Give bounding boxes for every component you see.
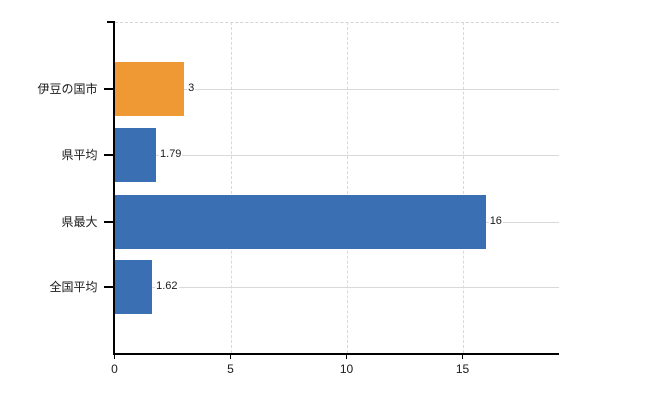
category-label: 全国平均 bbox=[49, 280, 98, 294]
x-tick-label: 10 bbox=[339, 362, 354, 376]
category-label: 県平均 bbox=[61, 148, 98, 162]
grid-line-vertical bbox=[346, 22, 348, 353]
bar-2[interactable] bbox=[114, 195, 486, 249]
y-axis-end-tick bbox=[106, 21, 115, 23]
x-axis-line bbox=[113, 353, 559, 355]
category-label: 県最大 bbox=[61, 215, 98, 229]
bar-3[interactable] bbox=[114, 260, 153, 314]
x-tick bbox=[229, 353, 232, 359]
x-tick-label: 15 bbox=[455, 362, 470, 376]
grid-line-vertical bbox=[462, 22, 464, 353]
x-tick bbox=[345, 353, 348, 359]
bar-value-label: 3 bbox=[187, 81, 196, 96]
y-tick bbox=[104, 221, 114, 223]
y-axis-line bbox=[113, 22, 115, 355]
grid-line-vertical bbox=[230, 22, 232, 353]
x-tick bbox=[113, 353, 116, 359]
bar-0[interactable] bbox=[114, 62, 185, 116]
grid-line-horizontal bbox=[114, 287, 559, 288]
bar-1[interactable] bbox=[114, 128, 157, 182]
x-tick-label: 0 bbox=[111, 362, 118, 376]
grid-line-horizontal bbox=[114, 89, 559, 90]
x-tick-label: 5 bbox=[227, 362, 234, 376]
grid-line-horizontal bbox=[114, 155, 559, 156]
bar-value-label: 16 bbox=[488, 214, 503, 229]
x-tick bbox=[461, 353, 464, 359]
plot-area bbox=[114, 22, 559, 354]
bar-value-label: 1.62 bbox=[155, 279, 179, 294]
y-tick bbox=[104, 88, 114, 90]
category-label: 伊豆の国市 bbox=[37, 82, 98, 96]
bar-value-label: 1.79 bbox=[159, 147, 183, 162]
y-tick bbox=[104, 286, 114, 288]
y-tick bbox=[104, 154, 114, 156]
